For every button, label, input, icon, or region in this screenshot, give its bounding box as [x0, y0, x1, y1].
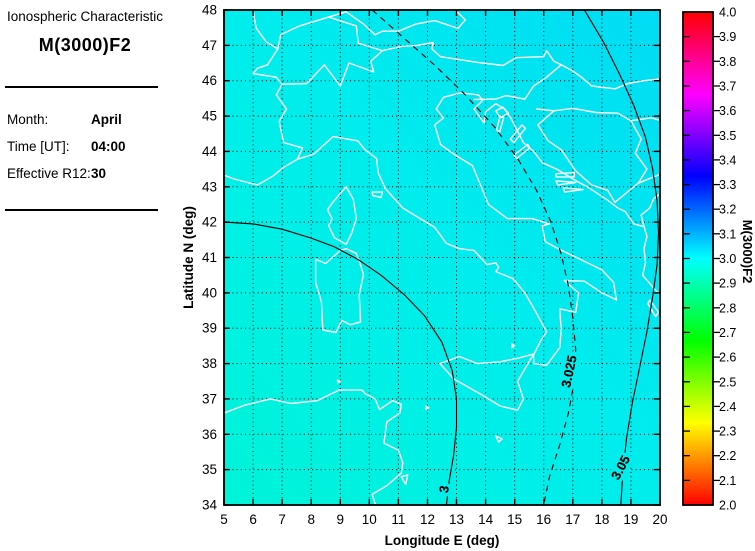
svg-text:10: 10	[362, 512, 377, 527]
plot-area	[224, 10, 660, 505]
svg-text:2.9: 2.9	[719, 277, 736, 291]
svg-text:2.0: 2.0	[719, 499, 736, 513]
svg-text:6: 6	[249, 512, 257, 527]
svg-text:2.5: 2.5	[719, 375, 736, 389]
svg-text:45: 45	[202, 109, 217, 124]
svg-text:3.6: 3.6	[719, 104, 736, 118]
sidebar-divider-bottom	[5, 209, 158, 211]
svg-text:3.4: 3.4	[719, 153, 736, 167]
svg-text:9: 9	[337, 512, 345, 527]
svg-text:37: 37	[202, 391, 217, 406]
contour-3.05	[583, 10, 660, 505]
svg-text:34: 34	[202, 498, 218, 513]
contour-3.025	[371, 10, 577, 505]
svg-text:4.0: 4.0	[719, 6, 736, 20]
svg-text:48: 48	[202, 3, 217, 18]
effective-r12-label: Effective R12:	[7, 166, 91, 181]
svg-text:12: 12	[420, 512, 435, 527]
time-value: 04:00	[91, 139, 126, 154]
svg-text:3.7: 3.7	[719, 80, 736, 94]
svg-text:11: 11	[391, 512, 405, 527]
svg-text:38: 38	[202, 356, 217, 371]
svg-text:39: 39	[202, 321, 217, 336]
svg-text:20: 20	[652, 512, 667, 527]
svg-text:13: 13	[449, 512, 464, 527]
svg-text:3.0: 3.0	[719, 252, 736, 266]
coastlines	[224, 10, 660, 505]
svg-text:14: 14	[478, 512, 494, 527]
svg-text:7: 7	[278, 512, 286, 527]
axis-ticks	[223, 9, 661, 506]
parameter-sidebar: Ionospheric Characteristic M(3000)F2 Mon…	[0, 0, 180, 551]
sidebar-divider-top	[5, 86, 158, 88]
svg-text:5: 5	[220, 512, 228, 527]
svg-text:3.9: 3.9	[719, 30, 736, 44]
svg-text:17: 17	[565, 512, 580, 527]
svg-text:3.025: 3.025	[558, 354, 579, 389]
y-axis-title: Latitude N (deg)	[181, 206, 196, 309]
time-label: Time [UT]:	[7, 139, 70, 154]
svg-text:2.4: 2.4	[719, 400, 736, 414]
svg-text:15: 15	[507, 512, 522, 527]
svg-text:46: 46	[202, 73, 217, 88]
svg-text:40: 40	[202, 285, 217, 300]
svg-text:3.3: 3.3	[719, 178, 736, 192]
characteristic-name: M(3000)F2	[38, 35, 132, 55]
svg-text:3.2: 3.2	[719, 203, 736, 217]
time-row: Time [UT]: 04:00	[7, 139, 126, 154]
svg-text:42: 42	[202, 215, 217, 230]
colorbar-title: M(3000)F2	[740, 220, 755, 284]
svg-text:36: 36	[202, 427, 217, 442]
svg-text:41: 41	[202, 250, 217, 265]
svg-text:2.7: 2.7	[719, 326, 736, 340]
month-label: Month:	[7, 112, 49, 127]
svg-text:2.3: 2.3	[719, 425, 736, 439]
svg-text:2.1: 2.1	[719, 474, 736, 488]
svg-text:8: 8	[307, 512, 315, 527]
svg-text:3.5: 3.5	[719, 129, 736, 143]
svg-text:3.1: 3.1	[719, 227, 736, 241]
month-row: Month: April	[7, 112, 122, 127]
effective-r12-value: 30	[91, 166, 107, 181]
x-axis-title: Longitude E (deg)	[385, 533, 500, 548]
svg-text:47: 47	[202, 38, 217, 53]
svg-text:19: 19	[623, 512, 638, 527]
colorbar-tick-labels: 4.0 3.9 3.8 3.7 3.6 3.5 3.4 3.3 3.2 3.1 3.0 2.9 2.8 2…	[719, 6, 736, 513]
svg-text:35: 35	[202, 462, 217, 477]
svg-text:2.6: 2.6	[719, 351, 736, 365]
x-tick-labels: 5 6 7 8 9 10 11 12 13 14 15 16 17 18 19 20	[220, 512, 667, 527]
svg-text:44: 44	[202, 144, 218, 159]
svg-text:16: 16	[536, 512, 551, 527]
contour-3	[224, 221, 458, 505]
svg-text:18: 18	[594, 512, 609, 527]
effective-r12-row: Effective R12:30	[7, 166, 106, 181]
contour-lines	[224, 10, 660, 505]
sidebar-title: Ionospheric Characteristic	[6, 9, 164, 24]
month-value: April	[91, 112, 122, 127]
svg-text:43: 43	[202, 179, 217, 194]
svg-text:3: 3	[436, 484, 452, 494]
svg-text:3.8: 3.8	[719, 55, 736, 69]
colorbar-ticks	[683, 35, 720, 482]
svg-text:2.2: 2.2	[719, 449, 736, 463]
svg-text:2.8: 2.8	[719, 301, 736, 315]
y-tick-labels: 34 35 36 37 38 39 40 41 42 43 44 45 46 47 48	[202, 3, 218, 513]
